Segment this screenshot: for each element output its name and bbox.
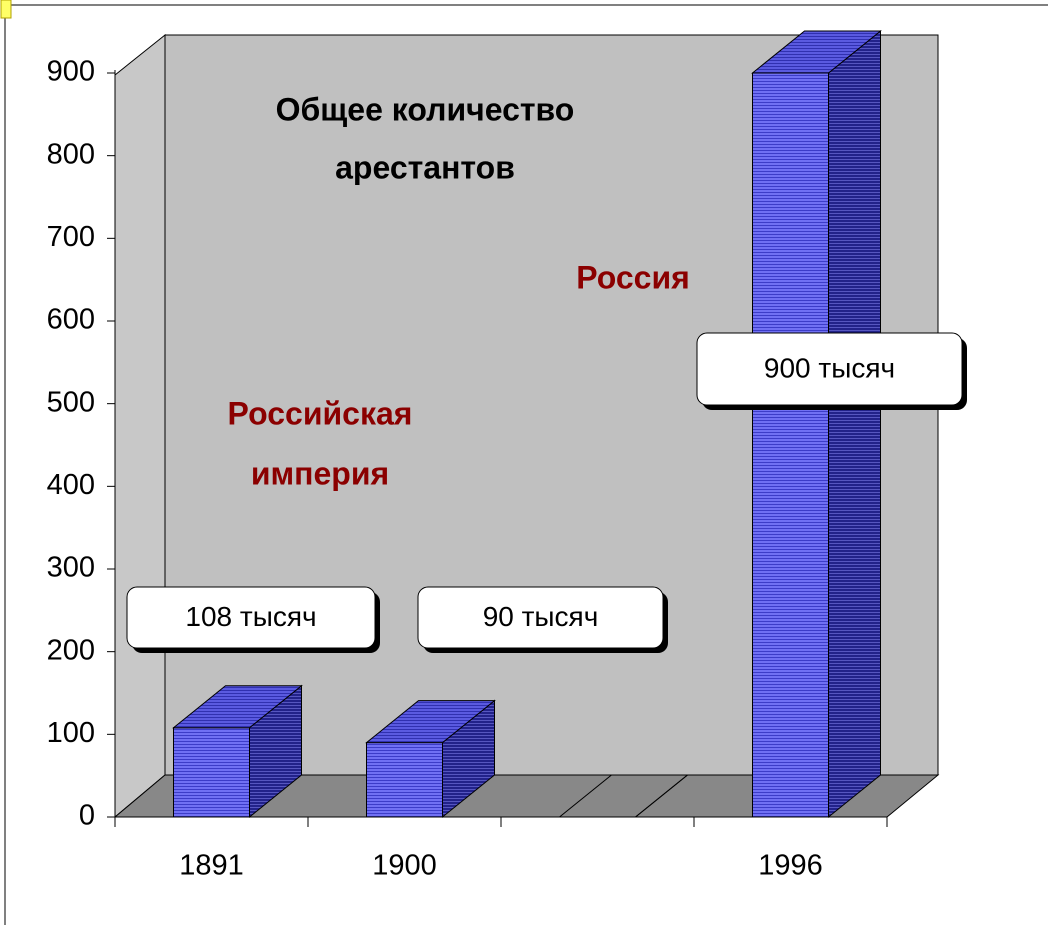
data-label: 108 тысяч xyxy=(185,601,316,632)
side-wall xyxy=(114,33,166,819)
y-tick-label: 300 xyxy=(47,552,95,584)
y-tick-label: 200 xyxy=(47,634,95,666)
x-tick-label: 1996 xyxy=(758,850,823,882)
data-label: 90 тысяч xyxy=(483,601,599,632)
chart-title: Общее количество xyxy=(276,91,575,127)
y-tick-label: 600 xyxy=(47,304,95,336)
label-box xyxy=(126,586,376,649)
y-tick-label: 0 xyxy=(79,800,95,832)
y-tick-label: 700 xyxy=(47,221,95,253)
x-tick-label: 1891 xyxy=(179,850,244,882)
annotation: Российская xyxy=(228,395,413,431)
label-box xyxy=(417,586,664,649)
bar xyxy=(173,727,250,818)
bar-top xyxy=(558,774,689,818)
label-box xyxy=(696,332,963,406)
y-tick-label: 900 xyxy=(47,56,95,88)
bar-top xyxy=(751,30,882,74)
chart-title: арестантов xyxy=(335,149,515,185)
bar-top xyxy=(365,700,496,744)
y-tick-label: 500 xyxy=(47,386,95,418)
x-tick-label: 1900 xyxy=(372,850,437,882)
bar xyxy=(366,742,443,818)
bar-top xyxy=(172,685,303,729)
annotation: империя xyxy=(251,455,389,491)
data-label: 900 тысяч xyxy=(764,352,895,383)
y-tick-label: 100 xyxy=(47,717,95,749)
bar-side xyxy=(828,29,881,819)
icon xyxy=(0,0,12,19)
y-tick-label: 800 xyxy=(47,138,95,170)
y-tick-label: 400 xyxy=(47,469,95,501)
bar xyxy=(752,72,829,818)
annotation: Россия xyxy=(576,259,690,295)
